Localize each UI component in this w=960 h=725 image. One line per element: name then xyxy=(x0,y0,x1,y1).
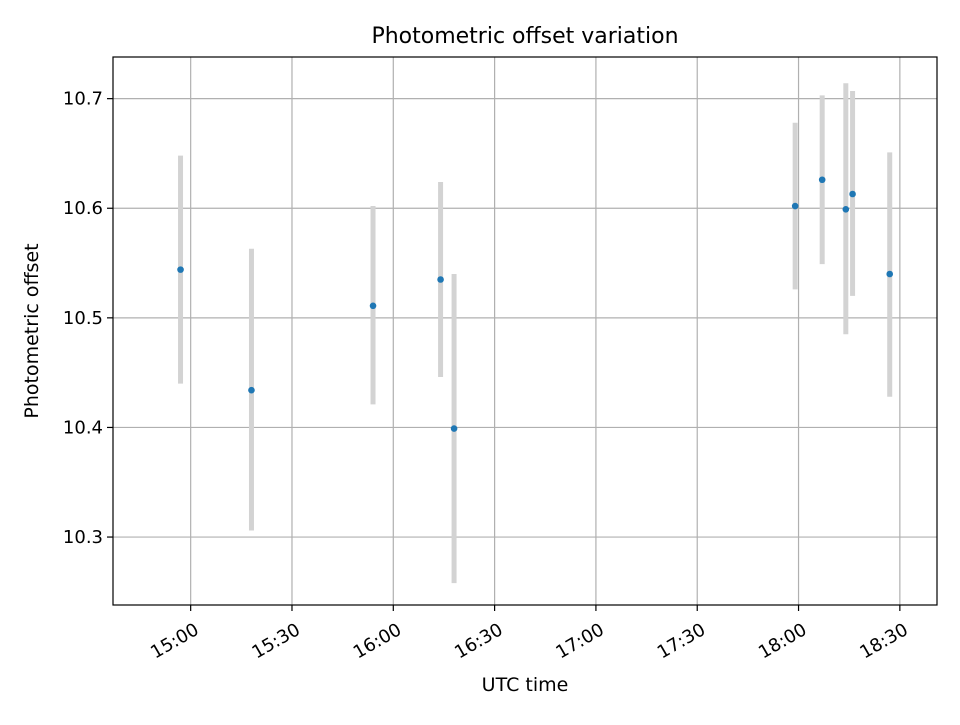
point-layer xyxy=(177,176,894,432)
data-point xyxy=(842,206,850,213)
y-axis-label: Photometric offset xyxy=(21,243,43,418)
x-tick-label: 16:00 xyxy=(350,619,405,663)
chart-title: Photometric offset variation xyxy=(371,24,678,49)
y-tick-label: 10.5 xyxy=(63,308,103,329)
y-tick-label: 10.3 xyxy=(63,527,103,548)
data-point xyxy=(437,276,444,283)
y-tick-label: 10.7 xyxy=(63,89,103,110)
y-tick-label: 10.6 xyxy=(63,198,103,219)
x-tick-label: 15:30 xyxy=(248,619,303,663)
data-point xyxy=(818,176,826,184)
data-point xyxy=(886,270,894,278)
plot-frame xyxy=(112,56,938,606)
x-tick-label: 17:00 xyxy=(552,619,607,663)
x-tick-label: 16:30 xyxy=(451,619,506,663)
data-point xyxy=(248,386,255,394)
y-tick-label: 10.4 xyxy=(63,417,103,438)
x-tick-label: 18:30 xyxy=(856,619,911,663)
x-tick-label: 15:00 xyxy=(147,619,202,663)
errorbar-layer xyxy=(178,83,893,584)
x-axis-label: UTC time xyxy=(482,674,569,696)
grid-layer xyxy=(113,57,937,605)
data-point xyxy=(791,202,799,210)
x-tick-label: 17:30 xyxy=(654,619,709,663)
data-point xyxy=(369,302,377,310)
data-point xyxy=(849,190,856,198)
data-point xyxy=(450,425,458,432)
x-tick-label: 18:00 xyxy=(755,619,810,663)
data-point xyxy=(177,266,184,273)
